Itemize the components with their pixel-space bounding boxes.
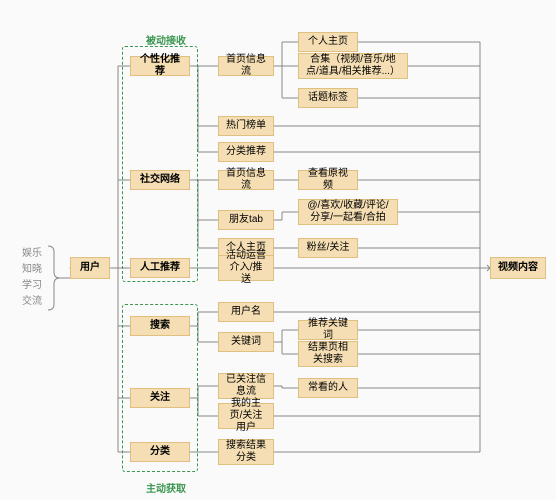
node-个性化推荐: 个性化推荐 (130, 56, 190, 76)
node-人工推荐: 人工推荐 (130, 258, 190, 278)
node-结果页相关搜索: 结果页相关搜索 (298, 341, 358, 367)
purpose-知晓: 知晓 (22, 260, 42, 275)
node-关键词: 关键词 (218, 332, 274, 352)
node-活动运营介入/推送: 活动运营介入/推送 (218, 255, 274, 281)
purpose-娱乐: 娱乐 (22, 244, 42, 259)
passive-group-box (122, 46, 198, 282)
node-推荐关键词: 推荐关键词 (298, 320, 358, 340)
node-搜索结果分类: 搜索结果分类 (218, 439, 274, 465)
node-常看的人: 常看的人 (298, 378, 358, 398)
node-查看原视频: 查看原视频 (298, 170, 358, 190)
node-朋友tab: 朋友tab (218, 210, 274, 230)
connector-layer (0, 0, 556, 500)
purpose-学习: 学习 (22, 276, 42, 291)
node-我的主页/关注用户: 我的主页/关注用户 (218, 403, 274, 429)
node-搜索: 搜索 (130, 316, 190, 336)
node-首页信息流: 首页信息流 (218, 170, 274, 190)
node-首页信息流: 首页信息流 (218, 56, 274, 76)
node-社交网络: 社交网络 (130, 170, 190, 190)
node-用户: 用户 (70, 257, 110, 279)
passive-group-label: 被动接收 (146, 32, 186, 47)
node-分类: 分类 (130, 442, 190, 462)
node-关注: 关注 (130, 388, 190, 408)
node-合集（视频/音乐/地点/道具/相关推荐...）: 合集（视频/音乐/地点/道具/相关推荐...） (298, 53, 408, 79)
node-分类推荐: 分类推荐 (218, 142, 274, 162)
node-用户名: 用户名 (218, 302, 274, 322)
node-粉丝/关注: 粉丝/关注 (298, 238, 358, 258)
node-视频内容: 视频内容 (490, 257, 546, 279)
node-热门榜单: 热门榜单 (218, 116, 274, 136)
node-已关注信息流: 已关注信息流 (218, 373, 274, 399)
node-个人主页: 个人主页 (298, 32, 358, 52)
purpose-交流: 交流 (22, 292, 42, 307)
node-话题标签: 话题标签 (298, 88, 358, 108)
node-@/喜欢/收藏/评论/分享/一起看/合拍: @/喜欢/收藏/评论/分享/一起看/合拍 (298, 199, 398, 225)
active-group-label: 主动获取 (146, 480, 186, 495)
